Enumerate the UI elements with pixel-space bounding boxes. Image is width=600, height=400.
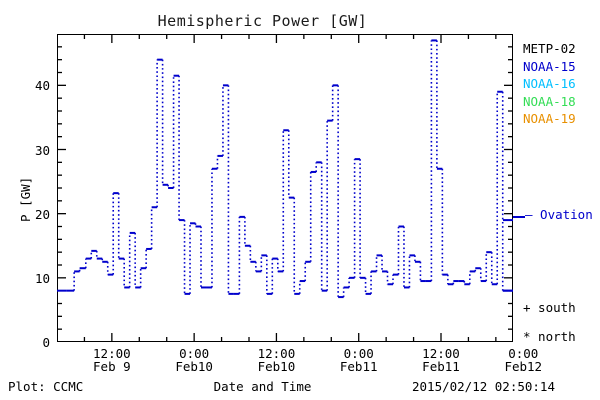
x-tick-date: Feb10 (257, 358, 296, 374)
legend-item-label: NOAA-19 (523, 111, 576, 126)
x-tick-date: Feb10 (175, 358, 213, 374)
x-tick-time: 0:00 (179, 346, 210, 361)
generation-timestamp: 2015/02/12 02:50:14 (412, 379, 555, 394)
x-tick-time: 12:00 (422, 346, 460, 361)
ovation-line-swatch (513, 216, 525, 218)
x-tick-label: 0:00 Feb12 (483, 346, 563, 374)
x-tick-label: 12:00 Feb11 (401, 346, 481, 374)
plot-credit: Plot: CCMC (8, 379, 84, 394)
legend: METP-02 NOAA-15 NOAA-16 NOAA-18 NOAA-19 (523, 40, 600, 128)
y-tick-label: 30 (34, 142, 50, 158)
legend-item-noaa-16[interactable]: NOAA-16 (523, 75, 600, 93)
x-tick-label: 0:00 Feb11 (319, 346, 399, 374)
x-tick-label: 12:00 Feb 9 (72, 346, 152, 374)
legend-item-label: METP-02 (523, 41, 576, 56)
y-tick-label: 0 (42, 335, 50, 350)
y-tick-label: 10 (34, 270, 50, 286)
ovation-legend: — Ovation Prime HPI (517, 208, 600, 222)
series-noaa-15 (57, 39, 513, 299)
legend-item-label: NOAA-18 (523, 93, 576, 109)
plot-area (57, 34, 513, 342)
legend-item-label: NOAA-15 (523, 58, 576, 74)
x-tick-time: 12:00 (93, 346, 131, 361)
legend-item-metp-02[interactable]: METP-02 (523, 40, 600, 58)
legend-item-noaa-15[interactable]: NOAA-15 (523, 58, 600, 76)
x-tick-date: Feb12 (504, 358, 543, 374)
x-tick-time: 0:00 (343, 346, 374, 361)
x-tick-label: 12:00 Feb10 (236, 346, 316, 374)
x-axis-caption: Date and Time (213, 379, 312, 394)
y-tick-label: 40 (34, 78, 50, 94)
x-tick-time: 0:00 (508, 346, 539, 361)
x-tick-date: Feb11 (339, 358, 378, 374)
x-tick-date: Feb 9 (93, 358, 131, 374)
y-tick-label: 20 (34, 206, 50, 222)
x-tick-label: 0:00 Feb10 (154, 346, 234, 374)
legend-key-north: * north (523, 329, 576, 344)
chart-title: Hemispheric Power [GW] (157, 12, 368, 30)
x-tick-date: Feb11 (422, 358, 460, 374)
legend-item-noaa-18[interactable]: NOAA-18 (523, 93, 600, 111)
legend-key-south: + south (523, 300, 576, 315)
legend-item-noaa-19[interactable]: NOAA-19 (523, 110, 600, 128)
x-tick-time: 12:00 (257, 346, 296, 361)
ovation-legend-line1: — Ovation (525, 207, 593, 222)
legend-item-label: NOAA-16 (523, 76, 576, 91)
data-plot (57, 34, 513, 342)
